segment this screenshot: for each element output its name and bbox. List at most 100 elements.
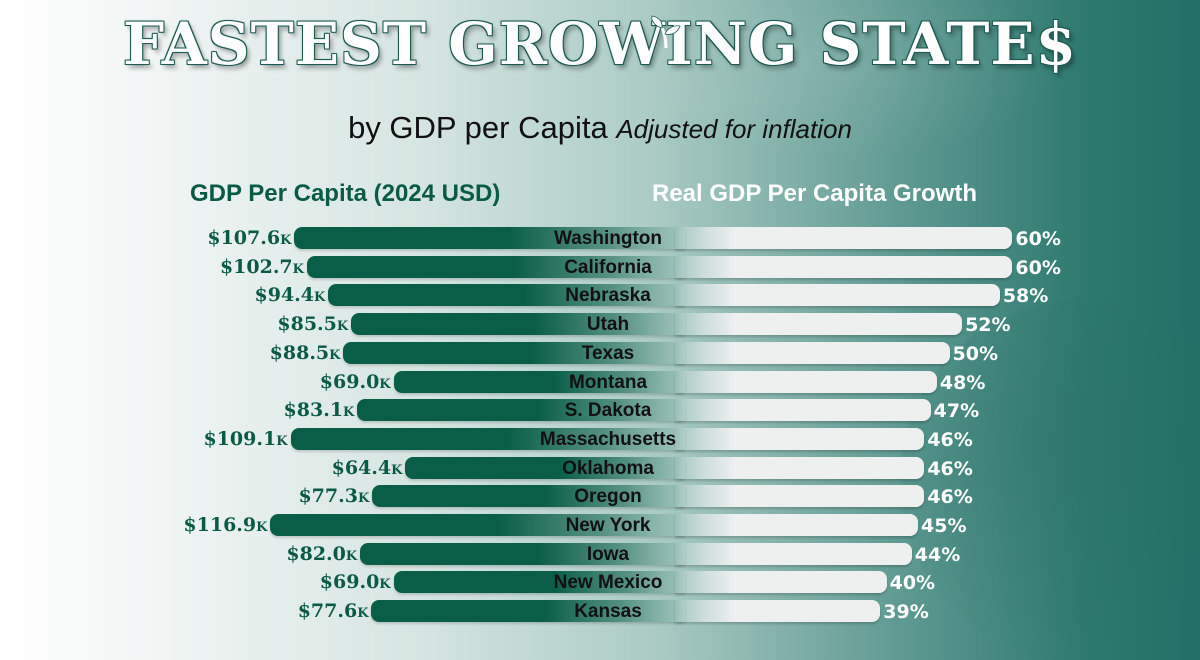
gdp-value-label: $69.0K [320,571,391,596]
gdp-value-label: $64.4K [332,457,403,482]
gdp-value-suffix: K [336,319,349,334]
growth-bar [675,457,925,479]
gdp-bar [393,571,685,593]
gdp-bar [270,514,685,536]
growth-value-label: 52% [965,314,1011,336]
gdp-value-label: $82.0K [286,543,357,568]
gdp-value-text: $94.4 [254,284,315,306]
chart-subtitle: by GDP per Capita Adjusted for inflation [0,110,1200,146]
gdp-bar [360,543,685,565]
gdp-bar [405,457,685,479]
growth-bar [675,342,950,364]
gdp-value-suffix: K [329,348,341,363]
growth-value-label: 58% [1002,285,1049,307]
gdp-bar [393,371,685,393]
growth-bar [675,485,925,507]
gdp-value-label: $107.6K [207,227,291,252]
gdp-bar [290,428,685,450]
growth-value-label: 46% [927,486,973,508]
gdp-value-label: $116.9K [183,514,267,539]
gdp-value-suffix: K [345,549,358,564]
growth-bar [675,284,1000,306]
gdp-value-suffix: K [343,405,355,420]
gdp-value-suffix: K [314,290,326,305]
gdp-value-label: $69.0K [320,371,391,396]
growth-value-label: 60% [1015,228,1061,250]
growth-value-label: 48% [939,372,986,394]
gdp-value-text: $69.0 [319,371,380,393]
state-label: Massachusetts [539,429,677,450]
gdp-value-text: $82.0 [286,543,346,565]
gdp-value-text: $64.4 [331,457,392,479]
gdp-bar [372,485,685,507]
growth-bar [675,571,887,593]
chart-title: Fastest Growing State$ [123,10,1077,78]
gdp-value-suffix: K [379,577,391,592]
gdp-value-text: $77.6 [297,600,358,622]
growth-bar [675,428,925,450]
gdp-value-suffix: K [292,262,304,277]
growth-bar [675,227,1013,249]
gdp-value-label: $109.1K [203,428,287,453]
growth-bar [675,256,1013,278]
state-label: Oklahoma [562,458,654,479]
growth-value-label: 45% [921,515,967,537]
gdp-value-text: $83.1 [283,399,344,421]
gdp-value-text: $88.5 [269,342,330,364]
growth-value-label: 47% [933,400,980,422]
growth-value-label: 39% [883,601,929,623]
state-label: Iowa [586,544,630,565]
gdp-value-suffix: K [276,434,288,449]
coin-stack-background [900,300,1200,660]
growth-bar [675,600,881,622]
gdp-value-text: $116.9 [183,514,257,536]
gdp-value-suffix: K [357,606,369,621]
state-label: S. Dakota [564,400,652,421]
gdp-series-header: GDP Per Capita (2024 USD) [190,180,501,207]
gdp-value-label: $77.6K [298,600,369,625]
state-label: California [564,257,652,278]
growth-value-label: 50% [952,343,998,365]
growth-bar [675,514,919,536]
gdp-value-label: $77.3K [298,485,369,510]
state-label: Texas [581,343,635,364]
background-texture [640,0,1060,160]
gdp-value-text: $107.6 [207,227,281,249]
gdp-value-label: $83.1K [284,399,355,424]
growth-value-label: 60% [1015,257,1061,279]
state-label: Washington [554,228,662,249]
growth-value-label: 46% [927,458,973,480]
state-label: Utah [586,314,630,335]
growth-value-label: 46% [927,429,973,451]
growth-value-label: 40% [889,572,936,594]
growth-bar [675,399,931,421]
gdp-value-suffix: K [357,491,370,506]
subtitle-note: Adjusted for inflation [616,114,852,144]
gdp-value-suffix: K [379,377,391,392]
gdp-bar [357,399,685,421]
growth-bar [675,371,937,393]
state-label: Kansas [574,601,642,622]
gdp-bar [328,284,685,306]
sprout-icon [651,15,681,49]
gdp-value-suffix: K [391,463,403,478]
gdp-bar [371,600,685,622]
growth-value-label: 44% [914,544,961,566]
subtitle-text: by GDP per Capita [348,110,608,145]
gdp-value-label: $88.5K [270,342,341,367]
butterfly-bar-chart: $107.6K Washington 60% $102.7K California 60%… [183,227,1061,625]
state-label: Montana [568,372,648,393]
growth-series-header: Real GDP Per Capita Growth [652,180,977,207]
gdp-bar [294,227,685,249]
gdp-bar [351,313,685,335]
gdp-value-label: $102.7K [220,256,304,281]
state-label: Oregon [574,486,642,507]
gdp-value-label: $94.4K [255,284,326,309]
gdp-value-suffix: K [256,520,268,535]
gdp-value-text: $85.5 [277,313,337,335]
state-label: Nebraska [565,285,651,306]
state-label: New Mexico [553,572,663,593]
state-label: New York [565,515,651,536]
gdp-value-label: $85.5K [277,313,348,338]
gdp-bar [306,256,685,278]
